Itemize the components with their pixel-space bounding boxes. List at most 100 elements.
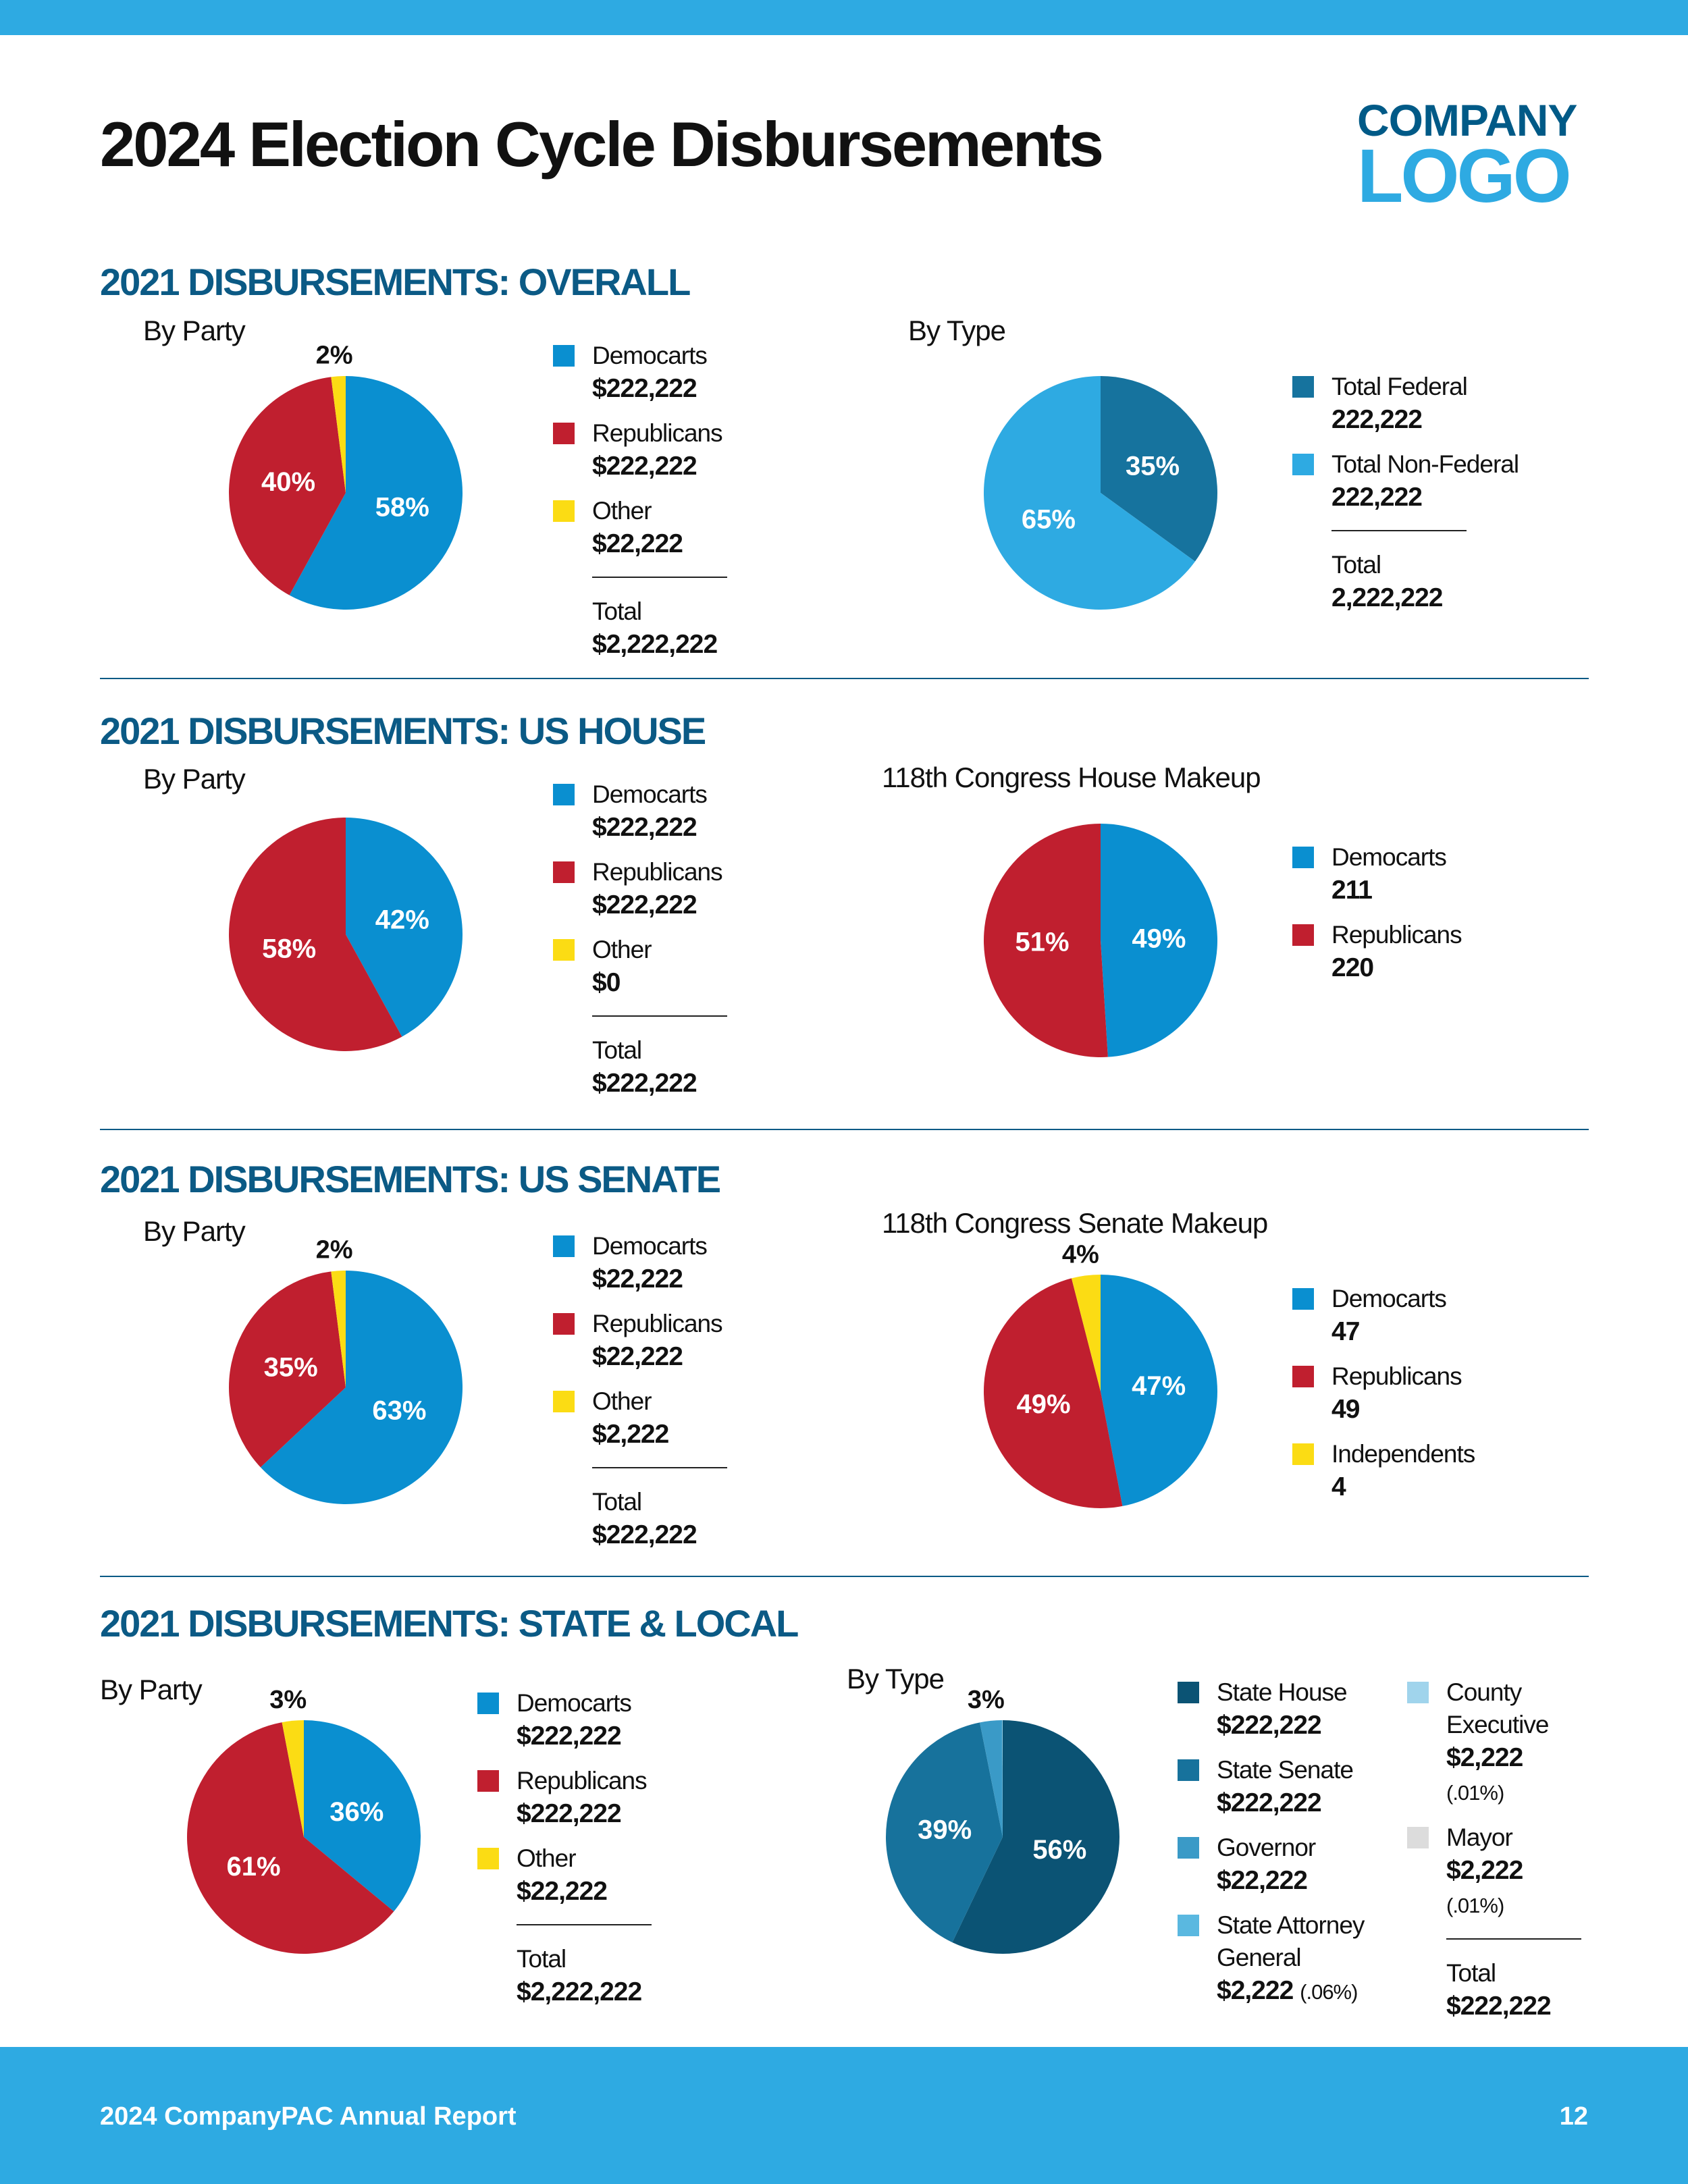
pie-chart: 49% 51%	[983, 824, 1217, 1057]
total-label: Total	[592, 1036, 642, 1064]
divider	[100, 678, 1589, 679]
total-divider	[592, 1467, 727, 1468]
section-heading-state-local: 2021 DISBURSEMENTS: STATE & LOCAL	[100, 1602, 799, 1645]
legend-item: Republicans $222,222	[553, 417, 727, 483]
legend-swatch	[1292, 1443, 1314, 1465]
chart-legend: Democarts 47 Republicans 49 Independents 4	[1292, 1283, 1475, 1516]
legend-item: Other $22,222	[477, 1842, 652, 1909]
legend-amount: $222,222	[592, 813, 697, 842]
legend-amount: $2,222	[592, 1420, 669, 1449]
legend-label: Republicans	[1331, 1362, 1462, 1390]
legend-swatch	[553, 345, 575, 367]
legend-label: Other	[592, 1387, 652, 1415]
pie-percent-label: 36%	[329, 1797, 384, 1827]
legend-label: Other	[517, 1844, 577, 1872]
legend-label: Republicans	[592, 419, 723, 447]
pie-percent-label: 4%	[1062, 1241, 1099, 1269]
pie-slice	[304, 1720, 421, 1912]
legend-column: Democarts $222,222 Republicans $222,222 Othe…	[477, 1687, 652, 2009]
chart-title: 118th Congress House Makeup	[882, 762, 1261, 793]
legend-item: Democarts $222,222	[553, 340, 727, 406]
pie-slice	[331, 1271, 346, 1387]
pie-slice	[282, 1720, 304, 1837]
pie-slice	[886, 1722, 1003, 1943]
total-divider	[592, 1015, 727, 1017]
footer-bar	[0, 2047, 1688, 2184]
legend-label: Total Non-Federal	[1331, 450, 1519, 478]
total-amount: $222,222	[592, 1520, 697, 1549]
legend-swatch	[1292, 847, 1314, 868]
legend-amount: $22,222	[517, 1877, 608, 1906]
legend-swatch	[553, 1391, 575, 1412]
legend-label: Independents	[1331, 1440, 1475, 1468]
pie-chart: 63% 35% 2%	[229, 1235, 463, 1504]
chart-title: By Type	[908, 315, 1006, 346]
legend-amount: $2,222 (.06%)	[1217, 1976, 1358, 2005]
legend-amount: $22,222	[592, 1342, 683, 1371]
legend-swatch	[1407, 1682, 1429, 1703]
legend-swatch	[1292, 924, 1314, 946]
legend-item: State House $222,222	[1178, 1676, 1380, 1742]
pie-percent-label: 49%	[1017, 1389, 1071, 1419]
pie-percent-label: 49%	[1132, 924, 1186, 953]
legend-percent-note: (.01%)	[1446, 1894, 1504, 1917]
pie-chart: 58% 40% 2%	[228, 341, 463, 610]
pie-slice	[1101, 824, 1217, 1057]
logo-line-1: COMPANY	[1357, 95, 1577, 145]
pie-slice	[229, 1271, 346, 1468]
legend-item: Democarts 47	[1292, 1283, 1475, 1349]
legend-item: Other $22,222	[553, 495, 727, 561]
legend-item: Other $2,222	[553, 1385, 727, 1451]
legend-item: Republicans $222,222	[553, 856, 727, 922]
section-heading-us-house: 2021 DISBURSEMENTS: US HOUSE	[100, 710, 706, 752]
legend-swatch	[553, 1235, 575, 1257]
legend-amount: 211	[1331, 876, 1373, 905]
pie-slice	[1101, 376, 1217, 562]
legend-item: Republicans $22,222	[553, 1308, 727, 1374]
pie-slice	[228, 818, 402, 1051]
total-divider	[517, 1924, 652, 1925]
pie-percent-label: 2%	[316, 1235, 353, 1264]
divider	[100, 1576, 1589, 1577]
legend-item: State Senate $222,222	[1178, 1754, 1380, 1820]
legend-swatch	[1292, 1288, 1314, 1310]
pie-slice	[1071, 1275, 1101, 1391]
logo-line-2: LOGO	[1357, 134, 1572, 218]
legend-amount: 222,222	[1331, 483, 1423, 512]
legend-item: Democarts $22,222	[553, 1230, 727, 1296]
legend-label: Total Federal	[1331, 373, 1468, 400]
legend-item: County Executive $2,222 (.01%)	[1407, 1676, 1569, 1810]
legend-label: Democarts	[592, 780, 708, 808]
legend-item: Total Federal 222,222	[1292, 371, 1519, 437]
legend-column: County Executive $2,222 (.01%) Mayor $2,222…	[1407, 1676, 1581, 2023]
legend-item: Republicans $222,222	[477, 1765, 652, 1831]
pie-chart: 56% 39% 3%	[886, 1686, 1119, 1954]
pie-percent-label: 47%	[1132, 1371, 1186, 1401]
chart-legend: Democarts $222,222 Republicans $222,222 Othe…	[477, 1687, 652, 2009]
legend-amount: $2,222 (.01%)	[1446, 1856, 1523, 1917]
legend-column: Total Federal 222,222 Total Non-Federal 222…	[1292, 371, 1519, 615]
legend-amount: $222,222	[517, 1722, 622, 1751]
legend-swatch	[1178, 1915, 1199, 1936]
pie-percent-label: 35%	[264, 1353, 318, 1383]
legend-label: Governor	[1217, 1834, 1316, 1861]
legend-percent-note: (.01%)	[1446, 1781, 1504, 1805]
legend-label: Republicans	[592, 858, 723, 886]
legend-swatch	[553, 423, 575, 444]
legend-label: State Senate	[1217, 1756, 1354, 1784]
pie-slice	[1101, 1275, 1217, 1506]
pie-chart: 47% 49% 4%	[983, 1241, 1217, 1508]
divider	[100, 1129, 1589, 1130]
chart-legend: Democarts $222,222 Republicans $222,222 Othe…	[553, 778, 727, 1100]
chart-legend: Democarts 211 Republicans 220	[1292, 841, 1462, 996]
legend-swatch	[1178, 1759, 1199, 1781]
legend-item: Democarts 211	[1292, 841, 1462, 907]
legend-item: Republicans 220	[1292, 919, 1462, 985]
pie-percent-label: 65%	[1022, 504, 1076, 534]
legend-label: Other	[592, 497, 652, 525]
legend-label: Democarts	[517, 1689, 632, 1717]
legend-swatch	[1292, 376, 1314, 398]
pie-slice	[228, 377, 346, 595]
legend-label: Democarts	[592, 1232, 708, 1260]
legend-amount: $222,222	[517, 1799, 622, 1828]
